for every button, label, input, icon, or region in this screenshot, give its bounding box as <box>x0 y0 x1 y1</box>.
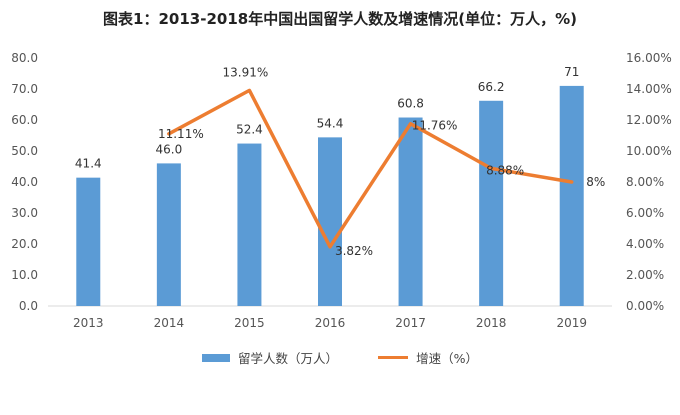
bar-data-label: 41.4 <box>75 157 102 171</box>
y-right-tick-label: 8.00% <box>626 175 664 189</box>
chart-title: 图表1：2013-2018年中国出国留学人数及增速情况(单位：万人，%) <box>103 10 577 28</box>
bar-data-label: 60.8 <box>397 97 424 111</box>
y-right-tick-label: 14.00% <box>626 82 672 96</box>
line-data-label: 11.76% <box>412 119 458 133</box>
line-data-label: 13.91% <box>223 65 269 79</box>
legend-bar-swatch <box>202 353 231 362</box>
y-right-tick-label: 10.00% <box>626 144 672 158</box>
bar <box>559 85 584 307</box>
y-right-tick-label: 0.00% <box>626 299 664 313</box>
y-left-tick-label: 50.0 <box>11 144 38 158</box>
bar <box>318 137 342 306</box>
y-right-tick-label: 4.00% <box>626 237 664 251</box>
bar <box>76 177 101 306</box>
y-left-tick-label: 0.0 <box>19 299 38 313</box>
legend-item-bar[interactable]: 留学人数（万人） <box>202 348 338 367</box>
x-tick-label: 2015 <box>234 316 265 330</box>
bar-data-label: 71 <box>564 65 579 79</box>
y-right-tick-label: 16.00% <box>626 51 672 65</box>
legend-line-swatch <box>378 356 409 359</box>
bar-data-label: 66.2 <box>478 80 505 94</box>
x-tick-label: 2014 <box>154 316 185 330</box>
x-tick-label: 2016 <box>315 316 346 330</box>
bar-data-label: 54.4 <box>317 116 344 130</box>
legend-item-line[interactable]: 增速（%） <box>378 348 478 367</box>
bar <box>479 100 504 306</box>
growth-line <box>167 88 574 249</box>
x-tick-label: 2013 <box>73 316 104 330</box>
chart-legend: 留学人数（万人） 增速（%） <box>0 348 680 367</box>
x-tick-label: 2019 <box>556 316 587 330</box>
line-data-label: 3.82% <box>335 244 373 258</box>
y-right-tick-label: 6.00% <box>626 206 664 220</box>
y-left-tick-label: 80.0 <box>11 51 38 65</box>
y-left-tick-label: 30.0 <box>11 206 38 220</box>
line-data-label: 8.88% <box>486 163 524 177</box>
bar <box>398 117 423 307</box>
line-data-label: 8% <box>586 175 605 189</box>
bar-data-label: 46.0 <box>155 142 182 156</box>
y-left-tick-label: 20.0 <box>11 237 38 251</box>
y-right-tick-label: 12.00% <box>626 113 672 127</box>
y-left-tick-label: 70.0 <box>11 82 38 96</box>
y-left-tick-label: 10.0 <box>11 268 38 282</box>
y-left-tick-label: 40.0 <box>11 175 38 189</box>
bar-data-label: 52.4 <box>236 123 263 137</box>
legend-line-label: 增速（%） <box>416 351 478 366</box>
bar <box>156 163 181 306</box>
y-left-tick-label: 60.0 <box>11 113 38 127</box>
x-tick-label: 2017 <box>395 316 426 330</box>
line-data-label: 11.11% <box>158 127 204 141</box>
bar <box>237 143 262 306</box>
y-right-tick-label: 2.00% <box>626 268 664 282</box>
legend-bar-label: 留学人数（万人） <box>238 351 339 366</box>
x-tick-label: 2018 <box>476 316 507 330</box>
